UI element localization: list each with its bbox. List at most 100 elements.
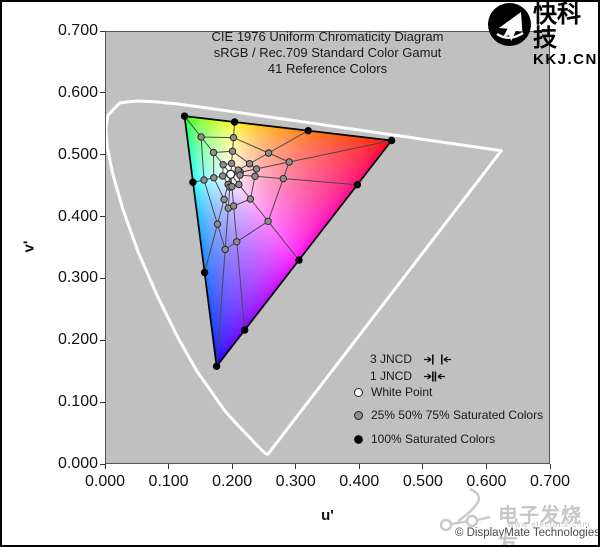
red-100-dot bbox=[387, 136, 396, 145]
x-tick-label: 0.100 bbox=[148, 473, 189, 490]
yellow-75-dot bbox=[229, 133, 238, 142]
kkj-logo: 快科技 KKJ.CN bbox=[488, 3, 598, 67]
y-tick bbox=[100, 216, 105, 218]
red-75-dot bbox=[285, 158, 293, 166]
violet-25-dot bbox=[228, 182, 236, 191]
rose-75-dot bbox=[279, 174, 288, 183]
x-tick bbox=[422, 464, 424, 469]
chromaticity-overlay-svg bbox=[105, 31, 550, 464]
y-tick bbox=[100, 92, 105, 94]
magenta-100-dot bbox=[295, 256, 303, 264]
green-75-dot bbox=[197, 133, 205, 141]
magenta-50-dot bbox=[246, 195, 255, 203]
y-tick-label: 0.400 bbox=[57, 207, 98, 225]
cyan-50-dot bbox=[210, 174, 218, 182]
y-axis-label: v' bbox=[20, 240, 38, 253]
jncd-scale-narrow-icon bbox=[424, 371, 446, 382]
violet-100-dot bbox=[241, 326, 249, 334]
legend-row-3jncd: 3 JNCD bbox=[370, 352, 452, 366]
rose-25-dot bbox=[236, 171, 244, 179]
cyan-100-dot bbox=[189, 178, 197, 186]
legend-row-1jncd: 1 JNCD bbox=[370, 369, 446, 383]
legend-1jncd-label: 1 JNCD bbox=[370, 369, 413, 383]
gamut-triangle-outline bbox=[183, 115, 393, 368]
x-axis-label: u' bbox=[321, 507, 334, 524]
legend-row-partial-saturation: 25% 50% 75% Saturated Colors bbox=[354, 408, 543, 422]
y-tick bbox=[100, 154, 105, 156]
green-25-dot bbox=[219, 161, 227, 169]
magenta-25-dot bbox=[235, 180, 243, 189]
x-tick-label: 0.300 bbox=[275, 473, 316, 490]
cyan-75-dot bbox=[200, 176, 208, 184]
elecfans-logo-icon bbox=[439, 487, 491, 532]
legend-full-saturation-label: 100% Saturated Colors bbox=[371, 432, 496, 446]
x-tick bbox=[295, 464, 297, 469]
elecfans-brand-watermark: 电子发烧友 bbox=[498, 505, 582, 547]
full-saturated-marker-icon bbox=[354, 434, 363, 444]
white-point-marker-icon bbox=[354, 387, 363, 397]
x-tick bbox=[168, 464, 170, 469]
chart-title-line-2: sRGB / Rec.709 Standard Color Gamut bbox=[213, 45, 442, 60]
y-tick bbox=[100, 277, 105, 279]
legend-partial-saturation-label: 25% 50% 75% Saturated Colors bbox=[371, 408, 544, 422]
y-tick-label: 0.700 bbox=[57, 22, 98, 39]
y-tick bbox=[100, 401, 105, 403]
kkj-logo-disc-icon bbox=[488, 3, 531, 46]
plot-border bbox=[105, 31, 550, 464]
spectral-locus-curve bbox=[105, 99, 503, 456]
x-tick-label: 0.000 bbox=[84, 473, 126, 490]
y-tick-label: 0.200 bbox=[57, 331, 98, 349]
elecfans-url-watermark: www.elecfans.com bbox=[508, 520, 591, 529]
displaymate-copyright: © DisplayMate Technologies bbox=[454, 527, 600, 539]
x-tick bbox=[549, 464, 551, 469]
y-tick-label: 0.100 bbox=[57, 393, 98, 411]
azure-100-dot bbox=[200, 268, 209, 277]
chart-title: CIE 1976 Uniform Chromaticity Diagram sR… bbox=[105, 29, 550, 77]
rose-100-dot bbox=[353, 181, 362, 189]
saturated-marker-icon bbox=[354, 410, 363, 420]
hue-line-violet bbox=[230, 174, 246, 331]
red-50-dot bbox=[252, 165, 261, 173]
azure-75-dot bbox=[213, 220, 222, 228]
violet-75-dot bbox=[233, 238, 241, 246]
orange-50-dot bbox=[245, 160, 254, 168]
rose-50-dot bbox=[251, 172, 259, 181]
azure-50-dot bbox=[220, 195, 228, 204]
x-tick bbox=[104, 464, 106, 469]
x-tick bbox=[358, 464, 360, 469]
y-tick-label: 0.500 bbox=[57, 145, 98, 163]
white-point-dot bbox=[226, 169, 236, 179]
legend-3jncd-label: 3 JNCD bbox=[370, 352, 413, 366]
violet-50-dot bbox=[229, 202, 238, 210]
hue-line-rose bbox=[230, 173, 358, 186]
y-tick-label: 0.300 bbox=[57, 269, 98, 287]
legend-row-full-saturation: 100% Saturated Colors bbox=[354, 432, 495, 446]
y-tick-label: 0.000 bbox=[57, 455, 98, 472]
jncd-scale-wide-icon bbox=[424, 354, 452, 365]
x-tick-label: 0.600 bbox=[466, 473, 507, 490]
yellow-50-dot bbox=[228, 147, 237, 156]
x-tick bbox=[231, 464, 233, 469]
x-tick-label: 0.400 bbox=[339, 473, 380, 490]
orange-100-dot bbox=[304, 127, 312, 135]
y-tick bbox=[100, 30, 105, 32]
x-tick-label: 0.500 bbox=[402, 473, 443, 490]
yellow-100-dot bbox=[230, 118, 239, 126]
magenta-75-dot bbox=[264, 217, 272, 226]
x-tick bbox=[485, 464, 487, 469]
chart-title-line-3: 41 Reference Colors bbox=[267, 61, 388, 76]
y-tick bbox=[100, 463, 105, 465]
kkj-logo-subtext: KKJ.CN bbox=[533, 51, 598, 68]
orange-75-dot bbox=[264, 149, 273, 157]
kkj-logo-text: 快科技 KKJ.CN bbox=[533, 1, 598, 68]
x-tick-label: 0.200 bbox=[212, 473, 253, 490]
hue-line-blue bbox=[216, 174, 232, 367]
legend-white-point-label: White Point bbox=[371, 385, 433, 399]
kkj-logo-name: 快科技 bbox=[533, 1, 581, 52]
cyan-25-dot bbox=[219, 172, 227, 180]
green-100-dot bbox=[180, 112, 189, 120]
y-tick bbox=[100, 339, 105, 341]
chart-title-line-1: CIE 1976 Uniform Chromaticity Diagram bbox=[211, 29, 444, 44]
plot-area bbox=[105, 31, 550, 464]
